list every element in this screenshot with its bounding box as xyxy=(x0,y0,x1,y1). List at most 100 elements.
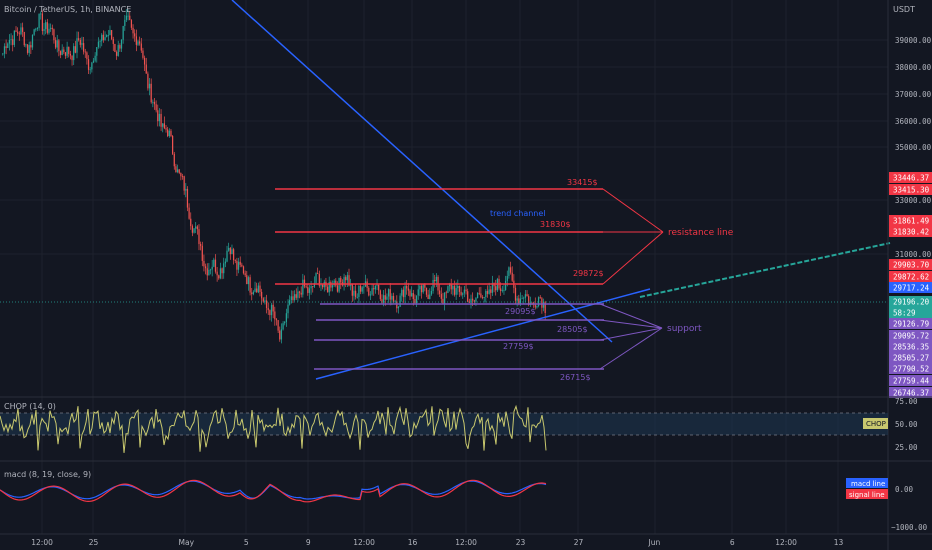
trend-line-descending[interactable] xyxy=(231,0,613,343)
candle-body xyxy=(330,282,332,288)
candle-body xyxy=(135,36,137,45)
candle-body xyxy=(305,286,307,288)
candle-body xyxy=(269,310,271,316)
candle-body xyxy=(226,250,228,262)
candle-body xyxy=(313,283,316,287)
candle-body xyxy=(526,294,528,297)
chop-label[interactable]: CHOP (14, 0) xyxy=(4,402,56,411)
candle-body xyxy=(231,249,233,255)
candle-body xyxy=(368,287,370,296)
candle-body xyxy=(381,299,383,303)
candle-body xyxy=(130,20,133,28)
candle-body xyxy=(396,301,398,309)
candle-body xyxy=(460,291,462,295)
candle-body xyxy=(195,226,197,229)
candle-body xyxy=(422,284,424,293)
signal-line xyxy=(0,479,547,503)
candle-body xyxy=(521,298,523,300)
candle-body xyxy=(134,33,136,37)
candle-body xyxy=(351,283,353,296)
candle-body xyxy=(206,268,208,276)
projection-line[interactable] xyxy=(639,242,891,298)
candle-body xyxy=(419,285,421,290)
price-axis[interactable]: 39000.00 38000.00 37000.00 36000.00 35000.00… xyxy=(895,36,932,259)
candle-body xyxy=(508,267,510,277)
candle-body xyxy=(435,276,437,282)
candle-body xyxy=(200,244,202,246)
candle-body xyxy=(204,266,207,269)
candle-body xyxy=(414,299,416,304)
candle-body xyxy=(251,292,253,295)
candle-body xyxy=(387,289,390,297)
annotation-resistance-29872: 29872$ xyxy=(573,269,604,278)
resistance-arrow-3 xyxy=(602,231,664,285)
support-arrow-2 xyxy=(599,319,663,329)
candle-body xyxy=(536,306,538,308)
candle-body xyxy=(458,286,461,292)
candle-body xyxy=(462,293,464,295)
chop-band xyxy=(0,413,888,435)
candle-body xyxy=(117,45,119,56)
candle-body xyxy=(373,288,375,290)
candle-body xyxy=(216,271,218,276)
candle-body xyxy=(412,293,414,300)
candle-body xyxy=(539,297,541,299)
candle-body xyxy=(45,22,47,30)
candle-body xyxy=(450,284,452,290)
candle-body xyxy=(28,45,30,53)
candle-body xyxy=(308,288,311,293)
candle-body xyxy=(534,304,536,308)
macd-label[interactable]: macd (8, 19, close, 9) xyxy=(4,470,91,479)
candle-body xyxy=(150,83,152,103)
candle-body xyxy=(475,298,477,302)
candle-body xyxy=(317,273,319,274)
time-tick: May xyxy=(179,538,195,547)
candle-body xyxy=(69,53,72,56)
candle-body xyxy=(17,31,19,34)
candle-body xyxy=(193,228,195,233)
drawings[interactable] xyxy=(0,0,891,380)
price-tick: 33000.00 xyxy=(895,196,932,205)
candle-body xyxy=(89,69,91,71)
candle-body xyxy=(394,301,396,303)
annotation-support-28505: 28505$ xyxy=(557,325,588,334)
candle-body xyxy=(139,41,141,44)
candle-body xyxy=(142,50,144,58)
candle-body xyxy=(442,298,444,304)
time-tick: 5 xyxy=(244,538,249,547)
candle-body xyxy=(259,285,261,292)
candle-body xyxy=(254,288,256,292)
annotation-resistance-31830: 31830$ xyxy=(540,220,571,229)
candle-body xyxy=(234,260,236,261)
candle-body xyxy=(232,249,235,261)
candle-body xyxy=(500,288,502,291)
time-axis[interactable]: 12:00 25 May 5 9 12:00 16 12:00 23 27 Jun 6 12:00 13 xyxy=(31,538,843,547)
candle-body xyxy=(439,290,441,295)
price-tag-box xyxy=(889,307,932,318)
candle-body xyxy=(86,52,88,60)
candle-body xyxy=(383,295,385,303)
price-tag-box xyxy=(889,271,932,282)
candle-body xyxy=(26,44,29,53)
time-tick: 12:00 xyxy=(775,538,797,547)
time-tick: 27 xyxy=(574,538,584,547)
candle-body xyxy=(38,13,40,28)
signal-legend-box xyxy=(846,489,888,499)
candle-body xyxy=(71,55,73,61)
candle-body xyxy=(542,302,545,308)
candle-body xyxy=(256,288,258,293)
candle-body xyxy=(183,176,185,191)
candle-body xyxy=(340,277,342,283)
currency-label: USDT xyxy=(893,5,915,14)
candle-body xyxy=(153,101,156,105)
candles xyxy=(2,9,546,344)
price-tag-box xyxy=(889,282,932,293)
candle-body xyxy=(58,40,60,52)
price-tag-box xyxy=(889,375,932,386)
candle-body xyxy=(473,300,475,302)
candle-body xyxy=(279,330,281,340)
candle-body xyxy=(244,273,246,276)
symbol-title[interactable]: Bitcoin / TetherUS, 1h, BINANCE xyxy=(4,5,131,14)
candle-body xyxy=(285,313,287,322)
